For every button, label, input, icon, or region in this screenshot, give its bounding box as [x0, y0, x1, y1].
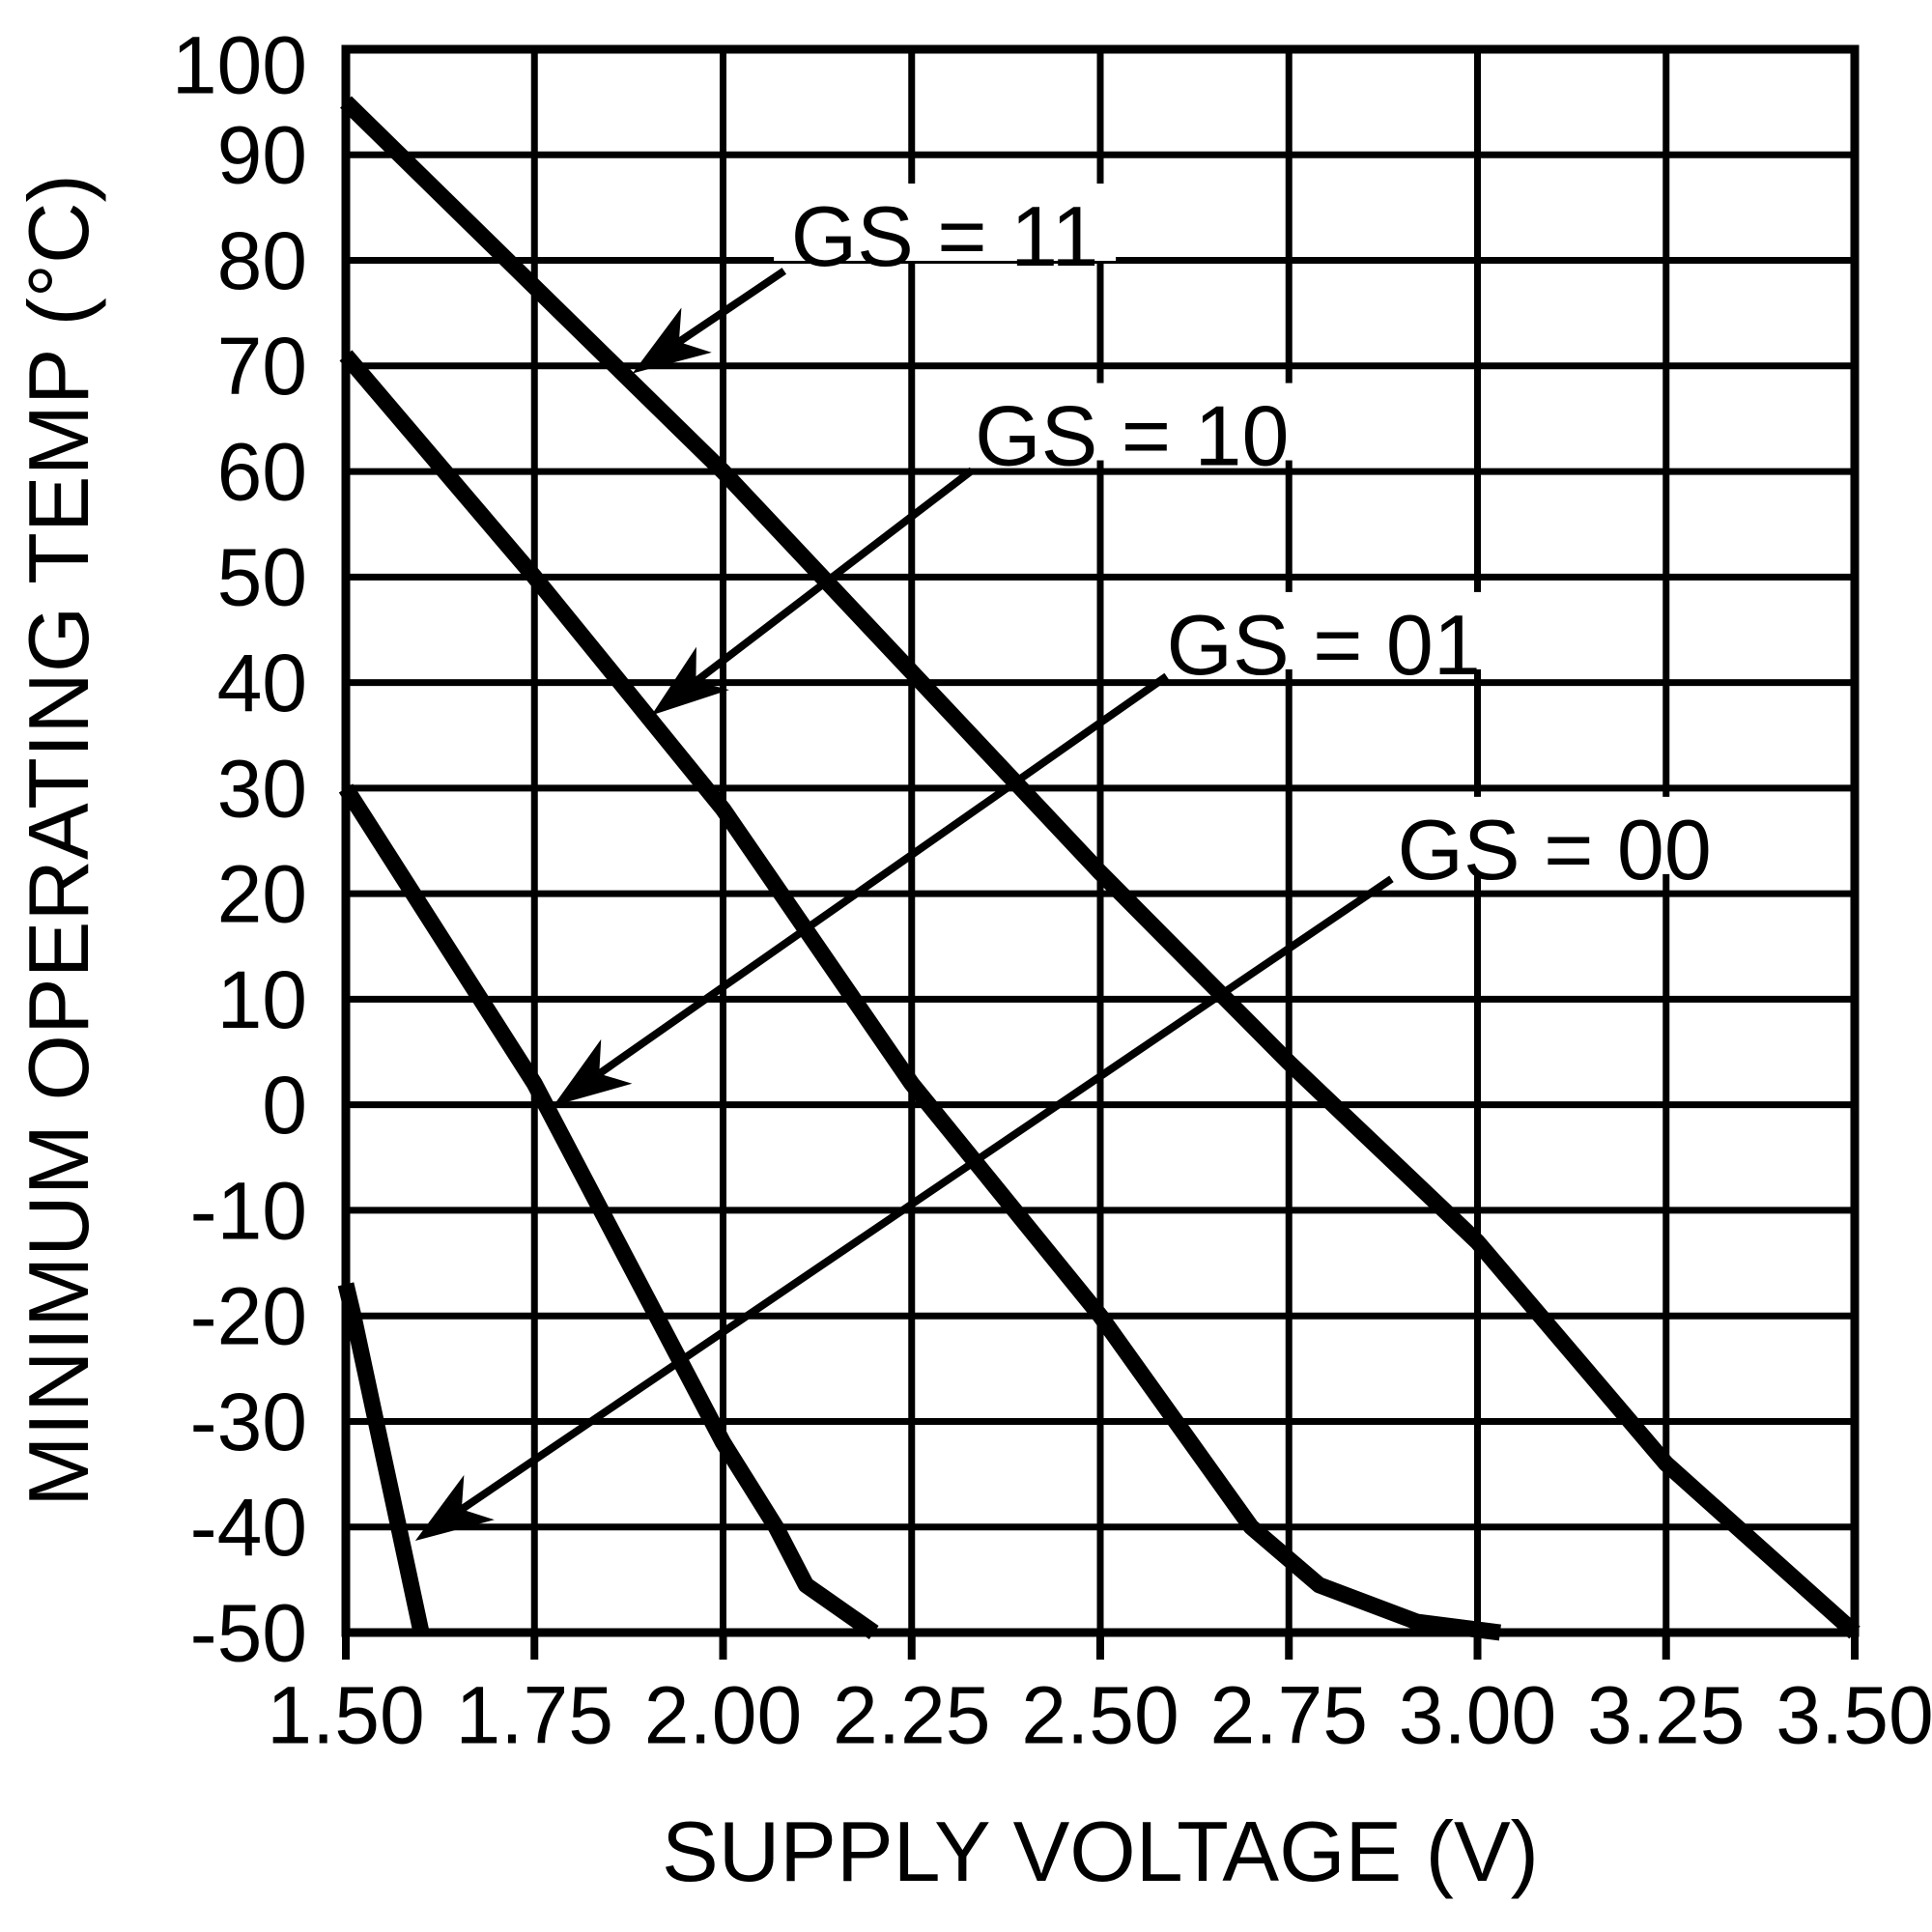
x-tick-label-2.75: 2.75	[1210, 1669, 1369, 1760]
y-tick-label--20: -20	[190, 1271, 307, 1362]
annotation-arrowhead-3	[414, 1474, 495, 1541]
y-tick-label-50: 50	[217, 532, 307, 623]
annotation-arrowhead-1	[651, 646, 729, 716]
y-tick-label--50: -50	[190, 1587, 307, 1678]
label-mask-2	[1152, 591, 1495, 669]
x-axis-tick-marks	[342, 1633, 1859, 1660]
x-tick-label-3.25: 3.25	[1587, 1669, 1746, 1760]
data-curves	[337, 96, 1861, 1641]
x-tick-label-2.50: 2.50	[1021, 1669, 1179, 1760]
annotation-label-masks	[774, 184, 1726, 874]
y-tick-label-90: 90	[217, 110, 307, 201]
x-tick-label-2.00: 2.00	[644, 1669, 803, 1760]
annotation-arrowhead-0	[632, 307, 712, 374]
y-tick-label-10: 10	[217, 954, 307, 1045]
y-tick-label-100: 100	[172, 19, 307, 110]
annotation-arrow-line-3	[459, 875, 1394, 1513]
label-mask-0	[774, 184, 1117, 262]
curve-gs01	[338, 783, 879, 1639]
label-mask-1	[960, 383, 1303, 461]
axis-tick-labels: 1009080706050403020100-10-20-30-40-501.5…	[172, 19, 1932, 1760]
x-tick-label-3.00: 3.00	[1399, 1669, 1557, 1760]
x-tick-label-1.50: 1.50	[267, 1669, 425, 1760]
x-axis-title: SUPPLY VOLTAGE (V)	[662, 1804, 1539, 1899]
x-tick-label-3.50: 3.50	[1776, 1669, 1932, 1760]
axis-titles: SUPPLY VOLTAGE (V) MINIMUM OPERATING TEM…	[11, 174, 1539, 1899]
annotation-arrow-line-0	[676, 268, 786, 346]
y-tick-label--10: -10	[190, 1165, 307, 1256]
x-tick-label-1.75: 1.75	[456, 1669, 614, 1760]
annotation-label-2: GS = 01	[1167, 597, 1481, 693]
y-axis-title: MINIMUM OPERATING TEMP (°C)	[11, 174, 106, 1507]
curve-gs10	[339, 350, 1501, 1641]
curve-gs00	[337, 1282, 430, 1634]
y-tick-label-20: 20	[217, 849, 307, 940]
y-tick-label-80: 80	[217, 215, 307, 306]
y-tick-label--40: -40	[190, 1482, 307, 1573]
annotation-arrow-line-2	[596, 672, 1170, 1077]
curve-gs11	[340, 96, 1861, 1639]
annotation-label-0: GS = 11	[791, 188, 1099, 284]
annotation-arrow-line-1	[693, 467, 975, 685]
annotation-arrowhead-2	[553, 1038, 633, 1106]
annotation-label-1: GS = 10	[975, 388, 1289, 484]
y-tick-label-40: 40	[217, 638, 307, 728]
y-tick-label-30: 30	[217, 743, 307, 834]
x-tick-label-2.25: 2.25	[833, 1669, 991, 1760]
y-tick-label-70: 70	[217, 321, 307, 412]
label-mask-3	[1383, 796, 1726, 874]
y-tick-label-60: 60	[217, 426, 307, 517]
y-tick-label-0: 0	[262, 1060, 307, 1151]
curve-annotations: GS = 11 GS = 10 GS = 01 GS = 00	[414, 188, 1712, 1541]
y-tick-label--30: -30	[190, 1377, 307, 1467]
annotation-label-3: GS = 00	[1397, 802, 1711, 897]
